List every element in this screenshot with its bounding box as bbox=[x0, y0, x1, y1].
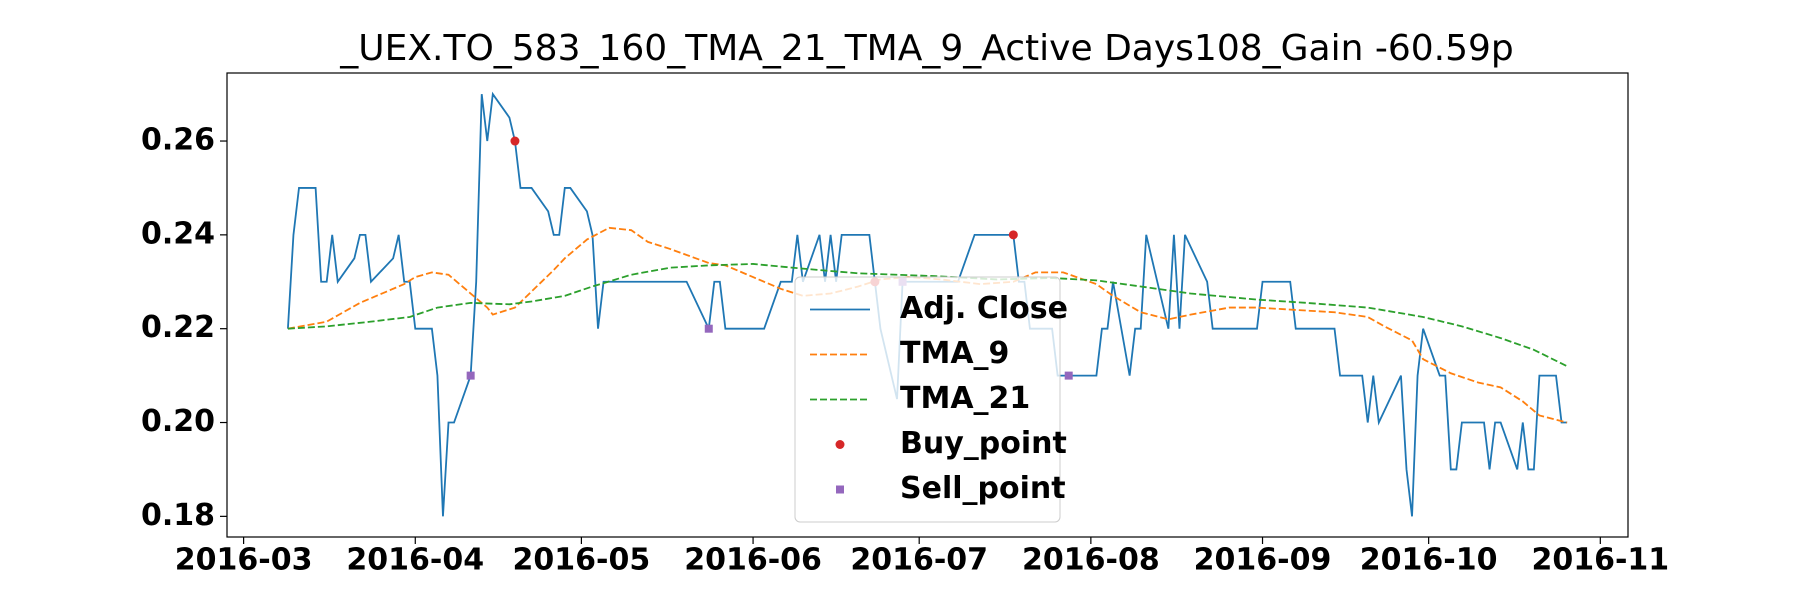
legend-label: TMA_9 bbox=[900, 336, 1009, 371]
x-tick-label: 2016-10 bbox=[1360, 543, 1498, 578]
plot-frame bbox=[226, 72, 1629, 538]
x-tick-label: 2016-03 bbox=[175, 543, 313, 578]
x-tick-label: 2016-08 bbox=[1022, 543, 1160, 578]
buy-point bbox=[510, 136, 520, 146]
series-line bbox=[287, 91, 1568, 517]
legend-label: Adj. Close bbox=[900, 291, 1068, 326]
y-tick-label: 0.22 bbox=[141, 310, 215, 345]
y-tick-label: 0.18 bbox=[141, 498, 215, 533]
y-tick-label: 0.20 bbox=[141, 404, 215, 439]
legend-label: Sell_point bbox=[900, 471, 1066, 506]
x-tick-label: 2016-04 bbox=[346, 543, 484, 578]
sell-point bbox=[704, 324, 713, 333]
chart-title: _UEX.TO_583_160_TMA_21_TMA_9_Active Days… bbox=[339, 28, 1514, 69]
x-tick-label: 2016-05 bbox=[513, 543, 651, 578]
legend-swatch bbox=[835, 440, 845, 449]
x-tick-label: 2016-11 bbox=[1531, 543, 1669, 578]
series-line bbox=[287, 263, 1568, 368]
legend-label: Buy_point bbox=[900, 426, 1067, 461]
legend: Adj. Close TMA_9 TMA_21 Buy_point Sell_point bbox=[794, 276, 1068, 523]
legend-box bbox=[794, 276, 1061, 523]
legend-label: TMA_21 bbox=[900, 381, 1030, 416]
sell-point bbox=[1064, 371, 1073, 380]
legend-swatch bbox=[836, 485, 844, 494]
x-tick-label: 2016-09 bbox=[1194, 543, 1332, 578]
y-tick-label: 0.26 bbox=[141, 123, 215, 158]
y-tick-label: 0.24 bbox=[141, 216, 215, 251]
x-tick-label: 2016-07 bbox=[850, 543, 988, 578]
sell-point bbox=[466, 371, 475, 380]
x-tick-label: 2016-06 bbox=[684, 543, 822, 578]
buy-point bbox=[1008, 230, 1018, 240]
